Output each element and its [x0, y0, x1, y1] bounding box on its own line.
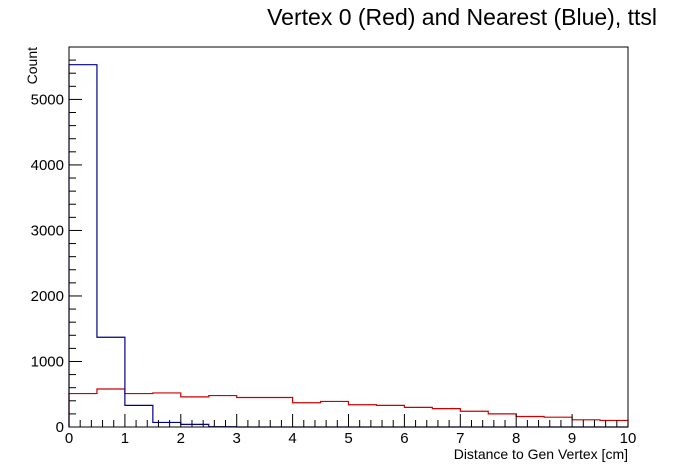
series-0-bin-11	[376, 405, 404, 427]
series-0-bin-9	[321, 401, 349, 427]
series-1-bin-3	[153, 422, 181, 427]
x-tick-label: 2	[177, 430, 185, 447]
y-axis: 0 1000 2000 3000 4000 5000	[31, 46, 82, 436]
x-tick-label: 3	[233, 430, 241, 447]
x-tick-label: 6	[400, 430, 408, 447]
series-1-bin-2	[125, 405, 153, 427]
series-1-bin-0	[69, 65, 97, 427]
series-0-bin-15	[488, 414, 516, 427]
x-tick-label: 5	[344, 430, 352, 447]
y-tick-label: 5000	[31, 91, 64, 108]
series-0-bin-4	[181, 397, 209, 427]
y-tick-label: 3000	[31, 222, 64, 239]
series-0-bin-18	[572, 420, 600, 427]
series-0-bin-10	[349, 405, 377, 427]
series-1-bin-1	[97, 337, 125, 427]
x-tick-label: 10	[620, 430, 637, 447]
series-0-bin-7	[265, 398, 293, 427]
series-0-bin-16	[516, 417, 544, 427]
y-tick-label: 2000	[31, 288, 64, 305]
y-axis-label: Count	[24, 47, 40, 84]
x-tick-label: 7	[456, 430, 464, 447]
series-0-bin-5	[209, 396, 237, 427]
series-0-bin-6	[237, 398, 265, 427]
series-0-step-line	[68, 388, 629, 427]
x-tick-label: 9	[568, 430, 576, 447]
y-tick-label: 0	[56, 419, 64, 436]
series-0-bin-13	[432, 409, 460, 427]
x-axis: 0 1 2 3 4 5 6 7 8 9 10	[65, 414, 637, 447]
series-0-bin-12	[404, 407, 432, 427]
x-tick-label: 8	[512, 430, 520, 447]
series-0-bin-17	[544, 417, 572, 427]
y-tick-label: 4000	[31, 157, 64, 174]
series-0-bin-14	[460, 411, 488, 427]
series-0-bin-19	[600, 420, 628, 427]
x-tick-label: 1	[121, 430, 129, 447]
chart-title: Vertex 0 (Red) and Nearest (Blue), ttsl	[267, 4, 657, 30]
series-0-bin-8	[293, 403, 321, 427]
x-tick-label: 0	[65, 430, 73, 447]
x-axis-label: Distance to Gen Vertex [cm]	[454, 446, 628, 462]
y-tick-label: 1000	[31, 353, 64, 370]
x-tick-label: 4	[288, 430, 296, 447]
